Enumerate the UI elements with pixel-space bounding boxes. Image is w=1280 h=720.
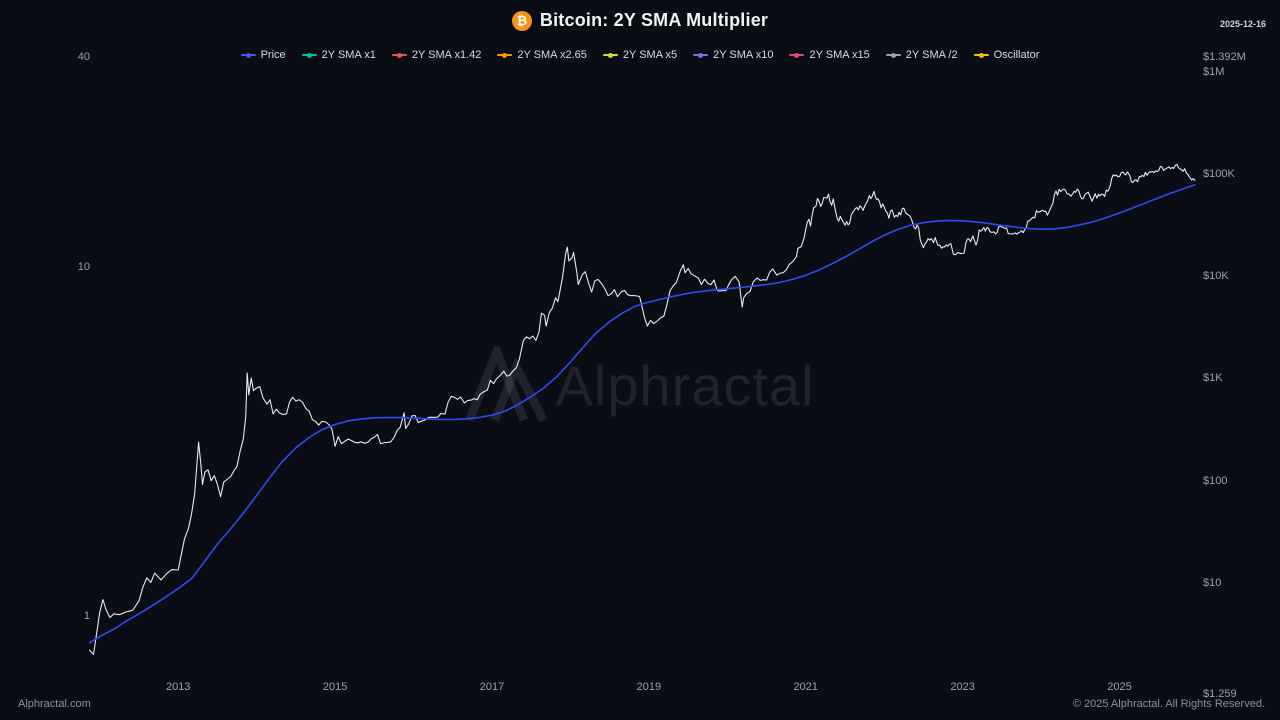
- legend-item-2y-sma-x2-65[interactable]: 2Y SMA x2.65: [497, 49, 587, 61]
- footer-site-link: Alphractal.com: [18, 698, 91, 710]
- legend-marker-icon: [885, 52, 901, 58]
- legend-item-label: 2Y SMA /2: [905, 49, 958, 61]
- legend-item-oscillator[interactable]: Oscillator: [973, 49, 1040, 61]
- legend-marker-icon: [789, 52, 805, 58]
- legend: Price 2Y SMA x1 2Y SMA x1.42 2Y SMA x2.65 2Y…: [0, 49, 1280, 61]
- y-axis-tick-1K: $1K: [1203, 372, 1223, 385]
- legend-item-label: 2Y SMA x1.42: [411, 49, 482, 61]
- legend-marker-icon: [391, 52, 407, 58]
- watermark-text: Alphractal: [555, 353, 815, 417]
- chart-date: 2025-12-16: [1219, 19, 1266, 29]
- y-axis-tick-1.392M: $1.392M: [1203, 51, 1246, 63]
- x-axis-tick-2019: 2019: [636, 681, 662, 693]
- legend-item-label: 2Y SMA x1: [321, 49, 376, 61]
- x-axis-tick-2021: 2021: [793, 681, 818, 693]
- chart-header: ₿ Bitcoin: 2Y SMA Multiplier: [0, 10, 1280, 31]
- legend-item-2y-sma-x15[interactable]: 2Y SMA x15: [789, 49, 870, 61]
- legend-item-2y-sma-x10[interactable]: 2Y SMA x10: [693, 49, 773, 61]
- y-axis-tick-100: $100: [1203, 474, 1228, 487]
- legend-item-2y-sma-x1-42[interactable]: 2Y SMA x1.42: [391, 49, 482, 61]
- series-line-price: [89, 163, 1196, 655]
- legend-marker-icon: [301, 52, 317, 58]
- legend-marker-icon: [602, 52, 618, 58]
- y-axis-tick-10K: $10K: [1203, 270, 1229, 283]
- legend-item-2y-sma-x1[interactable]: 2Y SMA x1: [301, 49, 376, 61]
- legend-item-label: 2Y SMA x10: [713, 49, 774, 61]
- y-axis-tick-1M: $1M: [1203, 65, 1225, 78]
- oscillator-axis-tick-1: 1: [83, 610, 90, 622]
- oscillator-axis-tick-10: 10: [77, 261, 90, 273]
- x-axis-tick-2013: 2013: [165, 681, 191, 693]
- legend-item-label: Price: [260, 49, 286, 61]
- watermark: Alphractal: [465, 346, 814, 424]
- legend-item-2y-sma-x5[interactable]: 2Y SMA x5: [602, 49, 678, 61]
- series-line-2y-sma-x1: [88, 183, 1196, 644]
- legend-marker-icon: [973, 52, 989, 58]
- footer-copyright: © 2025 Alphractal. All Rights Reserved.: [1072, 698, 1265, 710]
- legend-marker-icon: [497, 52, 513, 58]
- legend-item-2y-sma-2[interactable]: 2Y SMA /2: [885, 49, 958, 61]
- legend-item-price[interactable]: Price: [240, 49, 286, 61]
- legend-marker-icon: [240, 52, 256, 58]
- legend-item-label: 2Y SMA x2.65: [517, 49, 587, 61]
- legend-marker-icon: [693, 52, 709, 58]
- x-axis-tick-2017: 2017: [479, 681, 505, 693]
- bitcoin-icon: ₿: [511, 10, 532, 31]
- oscillator-axis-tick-40: 40: [77, 50, 90, 63]
- page-title: Bitcoin: 2Y SMA Multiplier: [539, 10, 769, 30]
- legend-item-label: Oscillator: [993, 49, 1040, 61]
- x-axis-tick-2015: 2015: [322, 681, 348, 693]
- x-axis-tick-2023: 2023: [950, 681, 975, 693]
- legend-item-label: 2Y SMA x15: [809, 49, 870, 61]
- y-axis-tick-1.259: $1.259: [1203, 688, 1237, 700]
- x-axis-tick-2025: 2025: [1107, 681, 1132, 693]
- y-axis-tick-100K: $100K: [1203, 167, 1235, 180]
- legend-item-label: 2Y SMA x5: [622, 49, 678, 61]
- y-axis-tick-10: $10: [1203, 576, 1222, 589]
